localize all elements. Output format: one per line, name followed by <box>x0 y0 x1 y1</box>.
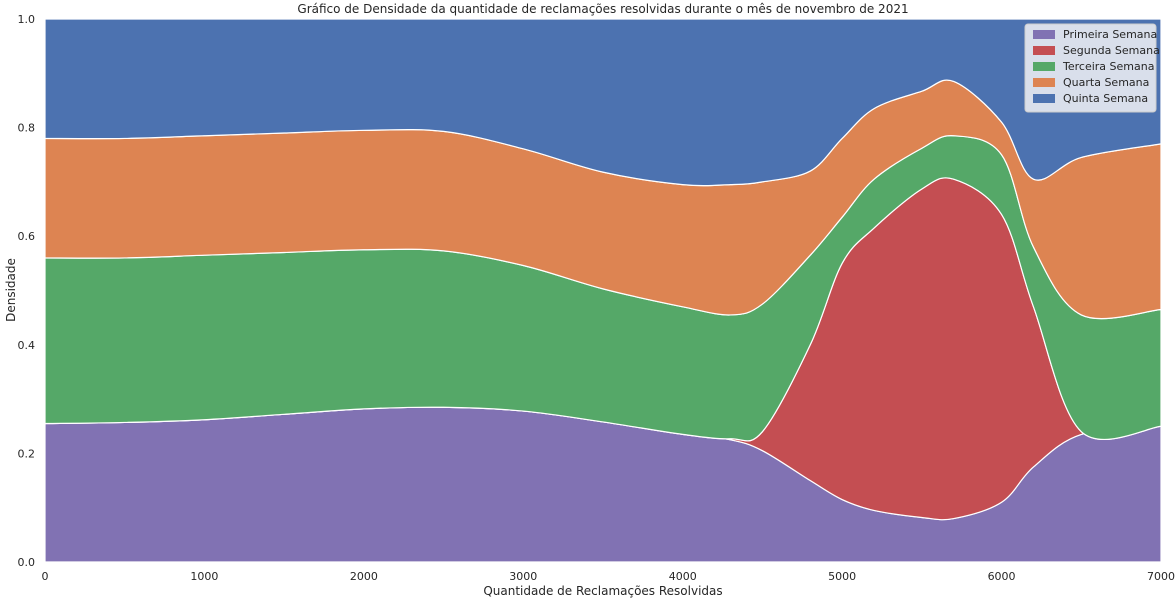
y-tick-label: 0.0 <box>18 556 36 569</box>
y-axis-label: Densidade <box>4 258 18 322</box>
chart-title: Gráfico de Densidade da quantidade de re… <box>297 2 908 16</box>
legend-label: Terceira Semana <box>1062 60 1154 73</box>
x-tick-label: 5000 <box>828 570 856 583</box>
legend-swatch <box>1033 62 1055 71</box>
legend-swatch <box>1033 94 1055 103</box>
legend-swatch <box>1033 30 1055 39</box>
legend-label: Quinta Semana <box>1063 92 1148 105</box>
x-axis-ticks: 0 1000 2000 3000 4000 5000 6000 7000 <box>42 570 1176 583</box>
y-tick-label: 0.8 <box>18 122 36 135</box>
legend-label: Quarta Semana <box>1063 76 1149 89</box>
x-tick-label: 1000 <box>190 570 218 583</box>
x-tick-label: 7000 <box>1147 570 1175 583</box>
x-tick-label: 0 <box>42 570 49 583</box>
legend-swatch <box>1033 46 1055 55</box>
legend-swatch <box>1033 78 1055 87</box>
legend-box <box>1024 23 1157 113</box>
stacked-areas <box>44 18 1162 563</box>
x-axis-label: Quantidade de Reclamações Resolvidas <box>483 584 722 598</box>
area-quinta-semana <box>44 18 1162 187</box>
y-tick-label: 1.0 <box>18 13 36 26</box>
legend: Primeira Semana Segunda Semana Terceira Se… <box>1024 23 1160 113</box>
x-tick-label: 6000 <box>988 570 1016 583</box>
y-tick-label: 0.2 <box>18 447 36 460</box>
y-axis-ticks: 0.0 0.2 0.4 0.6 0.8 1.0 <box>18 13 36 569</box>
y-tick-label: 0.6 <box>18 230 36 243</box>
x-tick-label: 2000 <box>350 570 378 583</box>
x-tick-label: 4000 <box>669 570 697 583</box>
legend-label: Primeira Semana <box>1063 28 1157 41</box>
y-tick-label: 0.4 <box>18 339 36 352</box>
legend-label: Segunda Semana <box>1063 44 1160 57</box>
x-tick-label: 3000 <box>509 570 537 583</box>
